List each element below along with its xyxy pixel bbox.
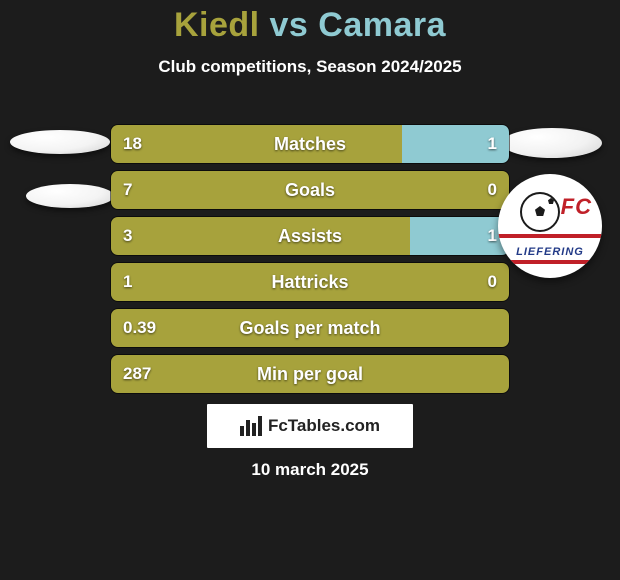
player2-name: Camara bbox=[318, 6, 446, 44]
stat-bar-left bbox=[111, 171, 509, 209]
stat-bar-left bbox=[111, 263, 509, 301]
team2-logo-back-ellipse bbox=[502, 128, 602, 158]
stat-bar-left bbox=[111, 217, 410, 255]
date-text: 10 march 2025 bbox=[0, 460, 620, 480]
badge-team-name: LIEFERING bbox=[498, 246, 602, 258]
badge-fc-text: FC bbox=[561, 194, 592, 220]
vs-text: vs bbox=[260, 6, 319, 44]
bar-chart-icon bbox=[240, 416, 262, 436]
stat-bar-left bbox=[111, 355, 509, 393]
stat-bar-right bbox=[402, 125, 509, 163]
fctables-brand[interactable]: FcTables.com bbox=[207, 404, 413, 448]
stat-bar-right bbox=[410, 217, 510, 255]
badge-stripe-top bbox=[498, 234, 602, 238]
team1-logo-placeholder-2 bbox=[26, 184, 114, 208]
stat-row: Goals per match0.39 bbox=[110, 308, 510, 348]
stat-bar-left bbox=[111, 125, 402, 163]
stat-row: Assists31 bbox=[110, 216, 510, 256]
team2-badge: FC LIEFERING bbox=[498, 174, 602, 278]
stat-row: Goals70 bbox=[110, 170, 510, 210]
brand-text: FcTables.com bbox=[268, 416, 380, 436]
soccer-ball-icon bbox=[520, 192, 560, 232]
subtitle: Club competitions, Season 2024/2025 bbox=[0, 57, 620, 77]
player1-name: Kiedl bbox=[174, 6, 260, 44]
stats-bars: Matches181 Goals70 Assists31 Hattricks10 Goa… bbox=[110, 124, 510, 400]
team1-logo-placeholder-1 bbox=[10, 130, 110, 154]
page-title: Kiedl vs Camara bbox=[0, 6, 620, 45]
badge-stripe-bottom bbox=[498, 260, 602, 264]
stat-bar-left bbox=[111, 309, 509, 347]
stat-row: Matches181 bbox=[110, 124, 510, 164]
stat-row: Hattricks10 bbox=[110, 262, 510, 302]
stat-row: Min per goal287 bbox=[110, 354, 510, 394]
comparison-infographic: Kiedl vs Camara Club competitions, Seaso… bbox=[0, 6, 620, 580]
